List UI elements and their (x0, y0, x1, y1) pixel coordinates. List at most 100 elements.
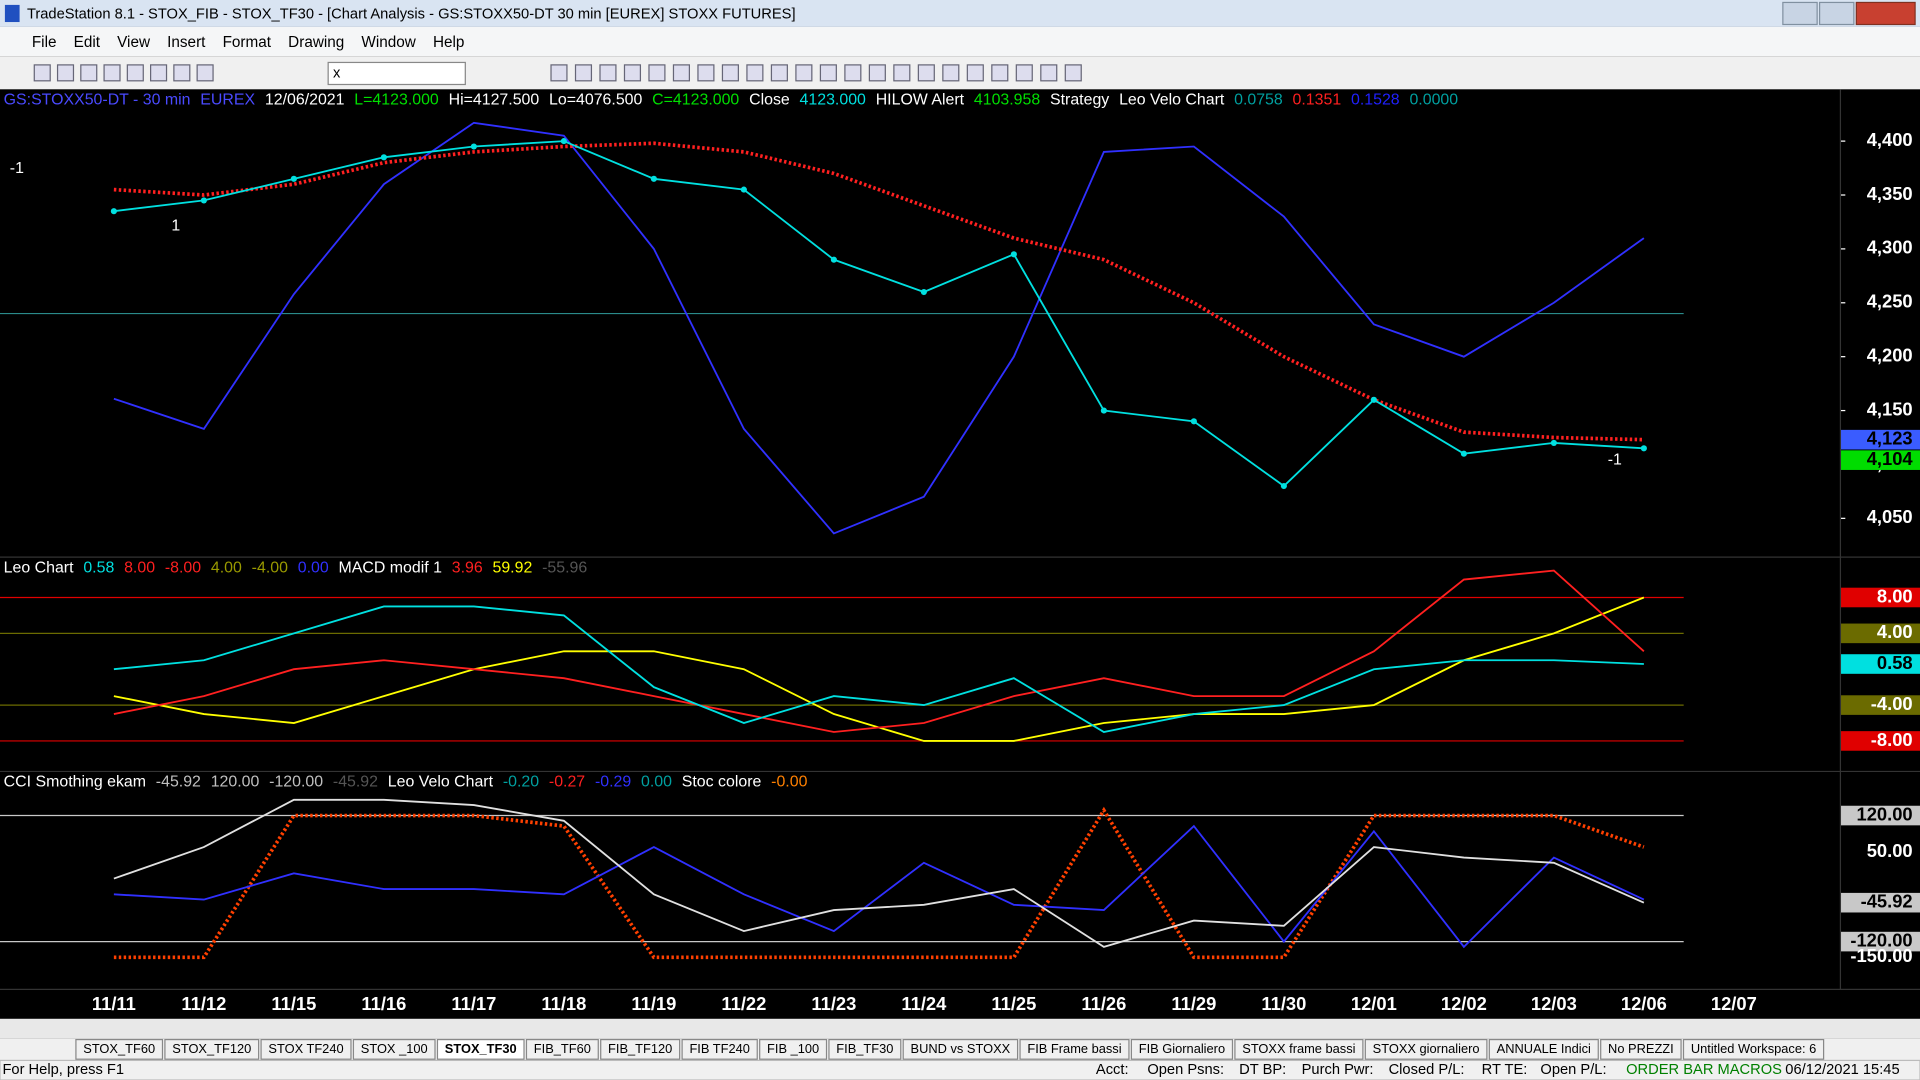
tab-outline[interactable] (1130, 1038, 1234, 1060)
tab-outline[interactable] (902, 1038, 1019, 1060)
tab-outline[interactable] (352, 1038, 436, 1060)
toolbar-icon[interactable] (1015, 64, 1033, 82)
toolbar-icon[interactable] (1064, 64, 1082, 82)
toolbar-icon[interactable] (56, 64, 75, 82)
panel-header-text: -0.00 (771, 774, 807, 791)
tab-outline[interactable] (1234, 1038, 1364, 1060)
menu-item[interactable]: View (117, 34, 151, 51)
minimize-button[interactable] (1782, 1, 1818, 26)
workspace-tab[interactable]: FIB TF240 (689, 1041, 749, 1056)
y-tick-label: 4,400 (1867, 129, 1913, 150)
toolbar-icon[interactable] (599, 64, 617, 82)
tab-outline[interactable] (828, 1038, 902, 1060)
tab-outline[interactable] (1019, 1038, 1130, 1060)
y-tick-label: -4.00 (1871, 693, 1913, 714)
tab-outline[interactable] (75, 1038, 164, 1060)
status-text: Open Psns: (1147, 1062, 1224, 1078)
tab-outline[interactable] (436, 1038, 525, 1060)
workspace-tab[interactable]: FIB_TF30 (836, 1041, 893, 1056)
panel-header-text: 12/06/2021 (265, 92, 345, 109)
toolbar-icon[interactable] (721, 64, 739, 82)
price-dot (290, 175, 297, 182)
toolbar-icon[interactable] (917, 64, 935, 82)
tab-outline[interactable] (1682, 1038, 1825, 1060)
toolbar-icon[interactable] (991, 64, 1009, 82)
panel-header-text: 8.00 (124, 559, 155, 576)
menu-item[interactable]: Window (361, 34, 416, 51)
menu-item[interactable]: Help (433, 34, 464, 51)
toolbar-icon[interactable] (196, 64, 214, 82)
menu-item[interactable]: Format (223, 34, 272, 51)
tab-outline[interactable] (525, 1038, 599, 1060)
toolbar-icon[interactable] (942, 64, 960, 82)
annotation: -1 (1608, 452, 1622, 469)
toolbar-icon[interactable] (550, 64, 568, 82)
toolbar-icon[interactable] (819, 64, 837, 82)
panel-header-text: 4123.000 (800, 92, 866, 109)
toolbar-icon[interactable] (697, 64, 715, 82)
toolbar-icon[interactable] (966, 64, 984, 82)
workspace-tab[interactable]: FIB Frame bassi (1027, 1041, 1121, 1056)
workspace-tab[interactable]: FIB _100 (767, 1041, 819, 1056)
tab-outline[interactable] (681, 1038, 758, 1060)
toolbar-icon[interactable] (795, 64, 813, 82)
x-tick-label: 12/07 (1711, 993, 1757, 1014)
status-text: For Help, press F1 (2, 1062, 124, 1078)
tab-outline[interactable] (260, 1038, 352, 1060)
tab-outline[interactable] (1600, 1038, 1682, 1060)
menu-item[interactable]: File (32, 34, 57, 51)
workspace-tab[interactable]: STOX_TF30 (445, 1041, 517, 1056)
toolbar-icon[interactable] (648, 64, 666, 82)
workspace-tab[interactable]: FIB_TF60 (534, 1041, 591, 1056)
x-tick-label: 11/19 (631, 993, 676, 1014)
toolbar-icon[interactable] (574, 64, 593, 82)
workspace-tab[interactable]: BUND vs STOXX (911, 1041, 1011, 1056)
x-tick-label: 11/15 (271, 993, 316, 1014)
maximize-button[interactable] (1818, 1, 1855, 26)
tab-outline[interactable] (600, 1038, 681, 1060)
menu-item[interactable]: Insert (167, 34, 206, 51)
scrollbar[interactable] (0, 1018, 1920, 1039)
price-dot (200, 197, 207, 204)
toolbar-icon[interactable] (33, 64, 51, 82)
toolbar-icon[interactable] (844, 64, 862, 82)
workspace-tab[interactable]: STOX _100 (361, 1041, 428, 1056)
tab-outline[interactable] (1364, 1038, 1488, 1060)
tab-outline[interactable] (1488, 1038, 1599, 1060)
toolbar-icon[interactable] (868, 64, 886, 82)
y-tick-label: 4.00 (1877, 621, 1913, 642)
toolbar-icon[interactable] (623, 64, 642, 82)
workspace-tab[interactable]: FIB_TF120 (608, 1041, 672, 1056)
workspace-tab[interactable]: STOX TF240 (268, 1041, 343, 1056)
menu-item[interactable]: Edit (74, 34, 101, 51)
toolbar-icon[interactable] (80, 64, 98, 82)
toolbar-icon[interactable] (893, 64, 911, 82)
workspace-tab[interactable]: ANNUALE Indici (1497, 1041, 1591, 1056)
toolbar-icon[interactable] (746, 64, 764, 82)
tab-outline[interactable] (164, 1038, 260, 1060)
toolbar-icon[interactable] (103, 64, 121, 82)
toolbar-icon[interactable] (672, 64, 690, 82)
status-text: 06/12/2021 15:45 (1785, 1062, 1899, 1078)
toolbar-icon[interactable] (1040, 64, 1058, 82)
menu-item[interactable]: Drawing (288, 34, 344, 51)
panel-header-text: Hi=4127.500 (449, 92, 540, 109)
symbol-box[interactable] (327, 61, 466, 86)
series-line (113, 121, 1645, 535)
workspace-tab[interactable]: STOXX giornaliero (1373, 1041, 1480, 1056)
toolbar-icon[interactable] (173, 64, 191, 82)
workspace-tab[interactable]: No PREZZI (1608, 1041, 1674, 1056)
toolbar-icon[interactable] (126, 64, 144, 82)
workspace-tab[interactable]: FIB Giornaliero (1139, 1041, 1225, 1056)
toolbar-icon[interactable] (150, 64, 168, 82)
tab-outline[interactable] (759, 1038, 828, 1060)
toolbar-icon[interactable] (770, 64, 788, 82)
series-line (113, 141, 1644, 442)
workspace-tab[interactable]: STOXX frame bassi (1242, 1041, 1355, 1056)
panel-header-text: 0.0758 (1234, 92, 1283, 109)
workspace-tab[interactable]: Untitled Workspace: 6 (1691, 1041, 1816, 1056)
panel-header-text: Strategy (1050, 92, 1109, 109)
workspace-tab[interactable]: STOX_TF60 (83, 1041, 155, 1056)
close-button[interactable] (1855, 1, 1916, 26)
workspace-tab[interactable]: STOX_TF120 (172, 1041, 251, 1056)
